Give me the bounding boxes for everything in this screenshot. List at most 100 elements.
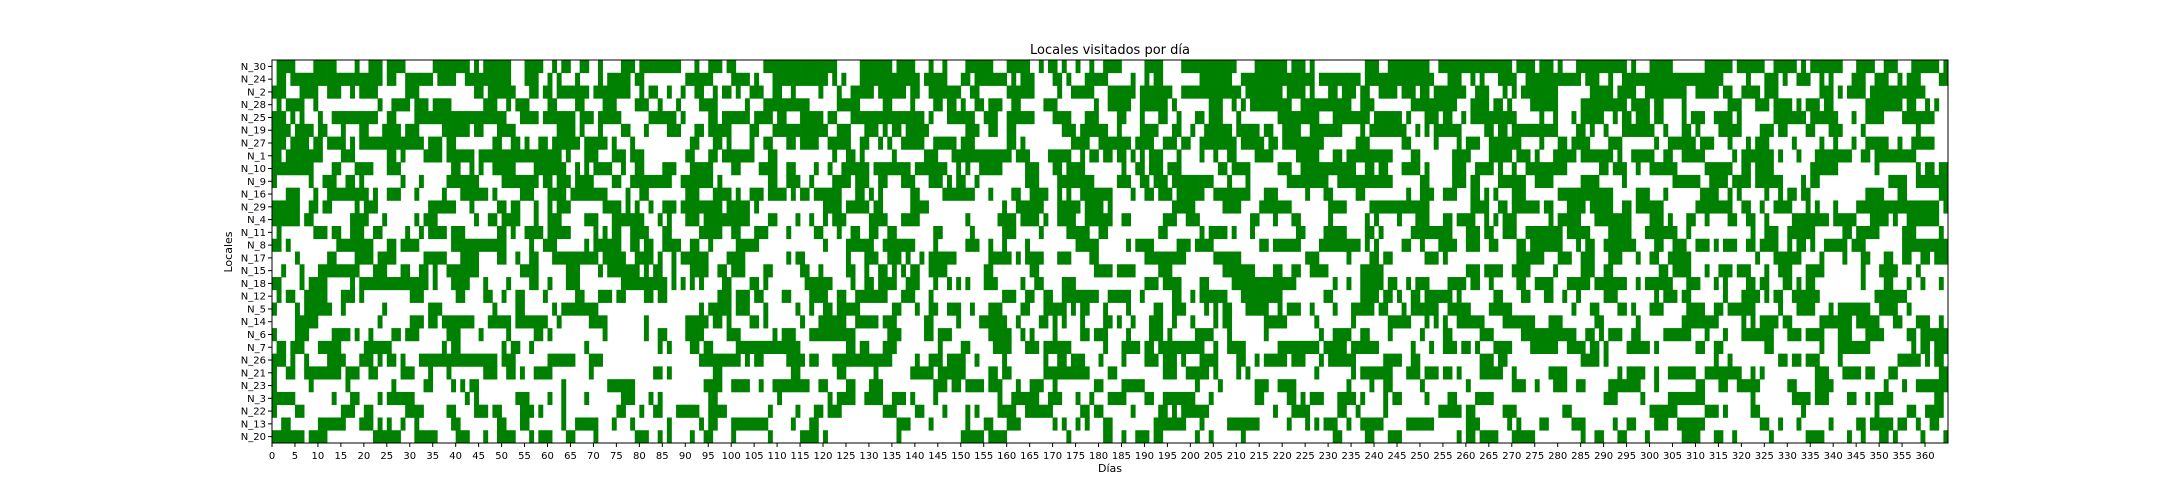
heatmap-cell — [1401, 123, 1407, 137]
heatmap-cell — [1309, 251, 1315, 265]
heatmap-cell — [740, 417, 746, 431]
heatmap-cell — [1309, 391, 1315, 406]
heatmap-cell — [593, 315, 599, 329]
heatmap-cell — [933, 238, 939, 252]
heatmap-cell — [1254, 277, 1260, 291]
heatmap-cell — [1658, 277, 1664, 291]
heatmap-cell — [1612, 328, 1618, 342]
heatmap-cell — [1635, 379, 1641, 393]
heatmap-cell — [354, 328, 360, 342]
heatmap-cell — [1204, 404, 1210, 418]
heatmap-cell — [611, 264, 617, 278]
heatmap-cell — [1833, 238, 1839, 252]
heatmap-cell — [731, 200, 737, 214]
heatmap-cell — [1048, 366, 1053, 380]
heatmap-cell — [1764, 264, 1770, 278]
heatmap-cell — [1860, 264, 1866, 278]
heatmap-cell — [689, 136, 695, 150]
heatmap-cell — [340, 149, 346, 163]
heatmap-cell — [1663, 328, 1669, 342]
heatmap-cell — [1199, 238, 1205, 252]
heatmap-cell — [855, 238, 861, 252]
heatmap-cell — [1617, 85, 1623, 99]
heatmap-cell — [1135, 340, 1141, 354]
heatmap-cell — [501, 251, 507, 265]
heatmap-cell — [1704, 264, 1710, 278]
heatmap-cell — [1621, 277, 1627, 291]
heatmap-cell — [1093, 213, 1099, 227]
heatmap-cell — [1828, 123, 1834, 137]
heatmap-cell — [1892, 315, 1898, 329]
heatmap-cell — [1452, 98, 1458, 112]
heatmap-cell — [409, 123, 415, 137]
heatmap-cell — [1268, 289, 1274, 303]
heatmap-cell — [1498, 123, 1503, 137]
heatmap-cell — [1741, 328, 1747, 342]
heatmap-cell — [859, 136, 865, 150]
heatmap-cell — [809, 174, 815, 189]
heatmap-cell — [428, 72, 434, 86]
heatmap-cell — [685, 72, 691, 86]
heatmap-cell — [1130, 187, 1136, 201]
heatmap-cell — [1309, 302, 1315, 316]
heatmap-cell — [717, 123, 723, 137]
heatmap-cell — [1727, 162, 1733, 176]
heatmap-cell — [965, 136, 971, 150]
heatmap-cell — [1093, 72, 1099, 86]
heatmap-cell — [1865, 200, 1871, 214]
heatmap-cell — [1915, 200, 1921, 214]
heatmap-cell — [1227, 136, 1233, 150]
heatmap-cell — [712, 417, 718, 431]
heatmap-cell — [1139, 238, 1145, 252]
heatmap-cell — [464, 187, 470, 201]
heatmap-cell — [1778, 264, 1784, 278]
heatmap-cell — [1920, 238, 1926, 252]
heatmap-cell — [1107, 417, 1113, 431]
heatmap-cell — [1543, 340, 1549, 354]
heatmap-cell — [960, 366, 966, 380]
heatmap-cell — [1534, 85, 1540, 99]
heatmap-cell — [1162, 225, 1168, 240]
heatmap-cell — [699, 251, 704, 265]
heatmap-cell — [1718, 200, 1724, 214]
heatmap-cell — [887, 277, 893, 291]
heatmap-cell — [1273, 187, 1278, 201]
heatmap-cell — [1236, 366, 1242, 380]
heatmap-cell — [1291, 174, 1297, 189]
heatmap-cell — [813, 136, 819, 150]
heatmap-cell — [1410, 353, 1416, 367]
heatmap-cell — [1424, 60, 1430, 74]
heatmap-cell — [1245, 174, 1251, 189]
heatmap-cell — [841, 391, 847, 406]
heatmap-cell — [1355, 238, 1361, 252]
heatmap-cell — [1387, 111, 1393, 125]
heatmap-cell — [1291, 72, 1297, 86]
heatmap-cell — [1801, 404, 1806, 418]
heatmap-cell — [272, 85, 277, 99]
heatmap-cell — [1704, 404, 1710, 418]
heatmap-cell — [1383, 72, 1389, 86]
heatmap-cell — [1791, 225, 1797, 240]
heatmap-cell — [859, 174, 865, 189]
heatmap-cell — [1488, 60, 1494, 74]
heatmap-cell — [997, 302, 1003, 316]
heatmap-cell — [1727, 187, 1733, 201]
heatmap-cell — [1846, 315, 1852, 329]
heatmap-cell — [1520, 379, 1526, 393]
heatmap-cell — [914, 264, 920, 278]
heatmap-cell — [1686, 174, 1692, 189]
heatmap-cell — [1199, 174, 1205, 189]
heatmap-cell — [836, 366, 842, 380]
heatmap-cell — [1268, 85, 1274, 99]
heatmap-cell — [1488, 264, 1494, 278]
heatmap-cell — [1167, 251, 1173, 265]
heatmap-cell — [786, 251, 792, 265]
heatmap-cell — [1093, 149, 1099, 163]
heatmap-cell — [290, 162, 296, 176]
heatmap-cell — [1314, 366, 1320, 380]
heatmap-cell — [1617, 162, 1623, 176]
heatmap-cell — [1764, 72, 1770, 86]
heatmap-cell — [1851, 366, 1857, 380]
heatmap-cell — [1801, 238, 1806, 252]
heatmap-cell — [735, 251, 741, 265]
